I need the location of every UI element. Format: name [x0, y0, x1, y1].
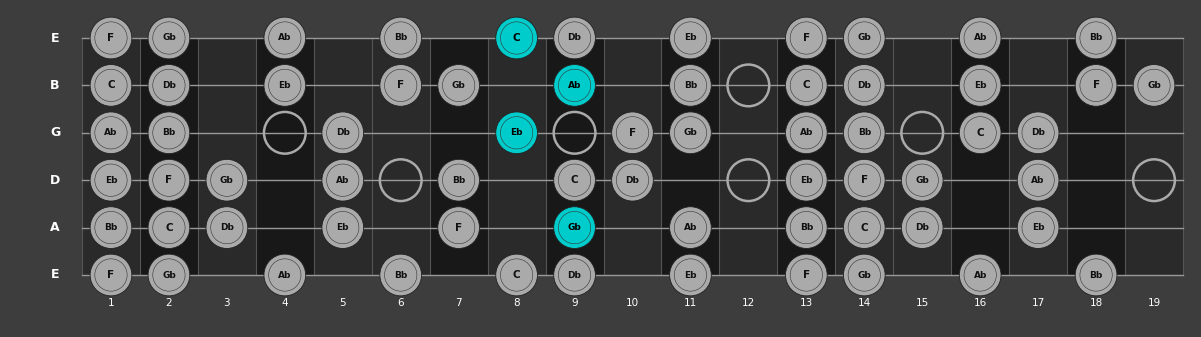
Ellipse shape — [322, 207, 364, 248]
Text: Gb: Gb — [220, 176, 234, 185]
Text: C: C — [107, 81, 115, 90]
Text: Db: Db — [915, 223, 930, 232]
Ellipse shape — [90, 17, 132, 59]
Bar — [719, 38, 777, 275]
Text: Ab: Ab — [104, 128, 118, 137]
Ellipse shape — [1075, 65, 1117, 106]
Text: Gb: Gb — [568, 223, 581, 232]
Text: 16: 16 — [974, 298, 987, 308]
Text: Ab: Ab — [800, 128, 813, 137]
Text: Gb: Gb — [1147, 81, 1161, 90]
Text: Gb: Gb — [162, 33, 175, 42]
Text: Gb: Gb — [858, 33, 871, 42]
Text: Bb: Bb — [394, 33, 407, 42]
Text: F: F — [629, 128, 637, 138]
Text: Gb: Gb — [858, 271, 871, 279]
Ellipse shape — [148, 17, 190, 59]
Text: 11: 11 — [683, 298, 697, 308]
Ellipse shape — [148, 207, 190, 248]
Ellipse shape — [902, 159, 943, 201]
Text: 15: 15 — [915, 298, 928, 308]
Text: 8: 8 — [513, 298, 520, 308]
Ellipse shape — [554, 207, 596, 248]
Ellipse shape — [785, 207, 827, 248]
Text: 18: 18 — [1089, 298, 1103, 308]
Ellipse shape — [322, 159, 364, 201]
Bar — [141, 38, 198, 275]
Text: C: C — [165, 223, 173, 233]
Ellipse shape — [843, 17, 885, 59]
Text: 19: 19 — [1147, 298, 1160, 308]
Text: Ab: Ab — [1032, 176, 1045, 185]
Text: F: F — [802, 33, 809, 43]
Ellipse shape — [554, 159, 596, 201]
Text: 1: 1 — [108, 298, 114, 308]
Text: Gb: Gb — [162, 271, 175, 279]
Ellipse shape — [90, 159, 132, 201]
Text: Ab: Ab — [279, 271, 292, 279]
Ellipse shape — [496, 17, 538, 59]
Text: 7: 7 — [455, 298, 462, 308]
Bar — [662, 38, 719, 275]
Text: Bb: Bb — [683, 81, 697, 90]
Text: Bb: Bb — [800, 223, 813, 232]
Text: 6: 6 — [398, 298, 404, 308]
Ellipse shape — [611, 112, 653, 154]
Text: Db: Db — [858, 81, 871, 90]
Text: Ab: Ab — [683, 223, 697, 232]
Ellipse shape — [90, 254, 132, 296]
Text: Bb: Bb — [1089, 33, 1103, 42]
Bar — [488, 38, 545, 275]
Text: F: F — [455, 223, 462, 233]
Text: Db: Db — [220, 223, 234, 232]
Bar — [82, 38, 141, 275]
Text: Db: Db — [1032, 128, 1045, 137]
Text: E: E — [50, 31, 59, 44]
Ellipse shape — [785, 65, 827, 106]
Text: 17: 17 — [1032, 298, 1045, 308]
Text: D: D — [50, 174, 60, 187]
Ellipse shape — [960, 254, 1002, 296]
Text: Db: Db — [162, 81, 175, 90]
Text: F: F — [107, 270, 114, 280]
Ellipse shape — [960, 65, 1002, 106]
Text: G: G — [50, 126, 60, 139]
Text: 5: 5 — [340, 298, 346, 308]
Ellipse shape — [1017, 207, 1059, 248]
Text: B: B — [50, 79, 60, 92]
Bar — [256, 38, 313, 275]
Text: Eb: Eb — [1032, 223, 1045, 232]
Ellipse shape — [554, 17, 596, 59]
Ellipse shape — [1075, 254, 1117, 296]
Text: C: C — [860, 223, 868, 233]
Ellipse shape — [148, 159, 190, 201]
Text: 13: 13 — [800, 298, 813, 308]
Bar — [430, 38, 488, 275]
Text: 3: 3 — [223, 298, 231, 308]
Ellipse shape — [438, 159, 479, 201]
Text: Eb: Eb — [800, 176, 813, 185]
Text: 4: 4 — [281, 298, 288, 308]
Text: Eb: Eb — [510, 128, 522, 137]
Ellipse shape — [496, 112, 538, 154]
Bar — [777, 38, 836, 275]
Ellipse shape — [785, 159, 827, 201]
Text: 12: 12 — [742, 298, 755, 308]
Ellipse shape — [843, 159, 885, 201]
Text: E: E — [50, 269, 59, 281]
Ellipse shape — [438, 207, 479, 248]
Text: Db: Db — [626, 176, 639, 185]
Text: 9: 9 — [572, 298, 578, 308]
Ellipse shape — [670, 207, 711, 248]
Ellipse shape — [785, 17, 827, 59]
Text: Eb: Eb — [104, 176, 118, 185]
Text: Bb: Bb — [452, 176, 465, 185]
Text: F: F — [398, 81, 405, 90]
Ellipse shape — [207, 159, 247, 201]
Text: 2: 2 — [166, 298, 172, 308]
Text: Bb: Bb — [162, 128, 175, 137]
Text: C: C — [513, 270, 520, 280]
Text: 10: 10 — [626, 298, 639, 308]
Ellipse shape — [960, 112, 1002, 154]
